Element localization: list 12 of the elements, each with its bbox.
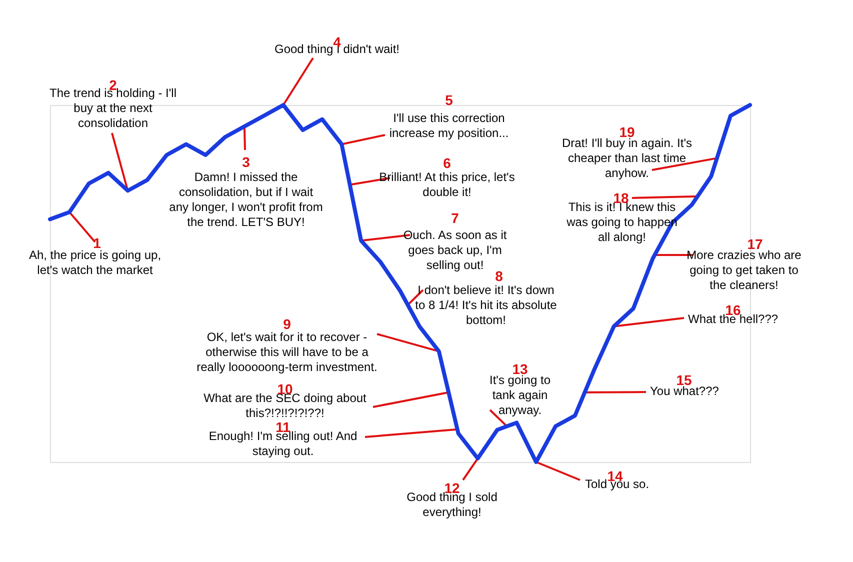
annotation: 1 bbox=[93, 235, 102, 251]
annotation: 7 bbox=[451, 210, 460, 226]
annotation: 5 bbox=[445, 92, 454, 108]
annotation: 9 bbox=[283, 316, 292, 332]
annotation: Ah, the price is going up, let's watch the market bbox=[28, 248, 162, 277]
annotation: 3 bbox=[242, 154, 250, 170]
annotation: I'll use this correction increase my position... bbox=[389, 111, 509, 140]
annotation: Brilliant! At this price, let's double it! bbox=[379, 170, 515, 199]
annotation: Damn! I missed the consolidation, but if I wait any longer, I won't profit from the trend. LET'S BUY! bbox=[169, 170, 323, 229]
annotation: OK, let's wait for it to recover - otherwise this will have to be a really loooooong-term investment. bbox=[196, 330, 378, 374]
annotation: 6 bbox=[443, 155, 452, 171]
annotation: I don't believe it! It's down to 8 1/4! It's hit its absolute bottom! bbox=[415, 283, 558, 327]
